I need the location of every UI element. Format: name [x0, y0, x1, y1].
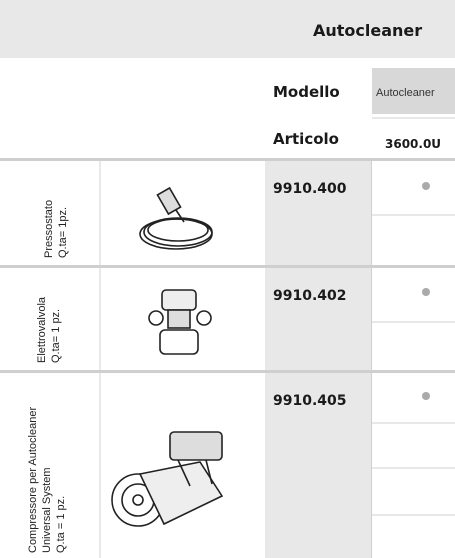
header-title: Autocleaner [313, 21, 422, 40]
solenoid-valve-image [148, 289, 212, 355]
compressor-image [111, 431, 224, 527]
availability-dot [422, 392, 430, 400]
shape [196, 310, 212, 326]
article-value: 3600.0U [385, 137, 441, 151]
shape [161, 289, 197, 311]
model-cell [372, 68, 455, 114]
row-label: Elettrovalvola [36, 296, 48, 363]
article-label: Articolo [273, 130, 339, 148]
rule [175, 209, 185, 223]
row-label: Compressore per Autocleaner [27, 407, 39, 553]
shape [138, 461, 224, 526]
row-label: Pressostato [43, 200, 55, 258]
row-label: Q.ta= 1 pz. [50, 309, 62, 363]
availability-dot [422, 182, 430, 190]
code: 9910.405 [273, 393, 347, 409]
code-cell [265, 373, 371, 558]
row-label: Q.ta= 1pz. [57, 207, 69, 258]
shape [169, 431, 223, 461]
code-cell [265, 161, 371, 265]
availability-dot [422, 288, 430, 296]
code: 9910.402 [273, 288, 347, 304]
shape [139, 218, 213, 250]
separator [0, 265, 455, 268]
shape [167, 309, 191, 329]
code: 9910.400 [273, 181, 347, 197]
model-value: Autocleaner [376, 87, 435, 99]
shape [156, 186, 182, 216]
row-label: Universal System [41, 467, 53, 553]
shape [148, 310, 164, 326]
header-bg [0, 0, 455, 58]
shape [159, 329, 199, 355]
separator [0, 370, 455, 373]
code-cell [265, 268, 371, 370]
row-label: Q.ta = 1 pz. [55, 496, 67, 553]
pressure-switch-image [139, 186, 213, 250]
separator [0, 158, 455, 161]
model-label: Modello [273, 83, 340, 101]
shape [132, 494, 144, 506]
shape [177, 459, 213, 487]
